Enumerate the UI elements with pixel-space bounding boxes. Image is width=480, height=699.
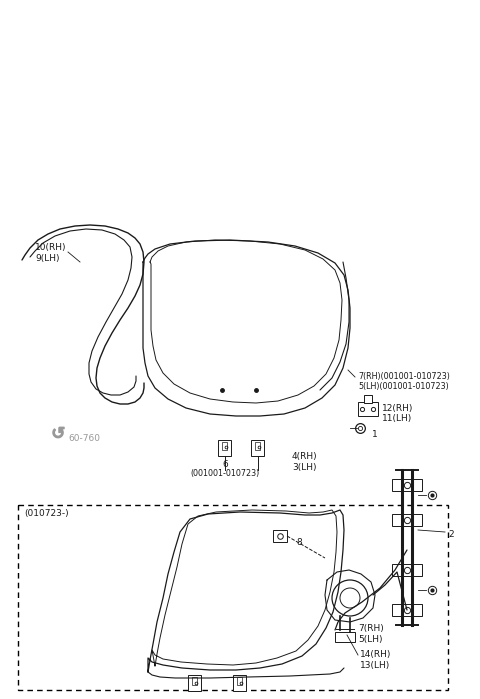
- Text: 4(RH): 4(RH): [292, 452, 318, 461]
- Text: 7(RH)(001001-010723): 7(RH)(001001-010723): [358, 372, 450, 381]
- Text: 3(LH): 3(LH): [292, 463, 316, 472]
- Text: 10(RH): 10(RH): [35, 243, 67, 252]
- Text: 7(RH): 7(RH): [358, 624, 384, 633]
- Text: 9(LH): 9(LH): [35, 254, 60, 263]
- Bar: [192, 677, 197, 685]
- Text: (010723-): (010723-): [24, 509, 69, 518]
- Text: 11(LH): 11(LH): [382, 414, 412, 423]
- Text: 14(RH): 14(RH): [360, 650, 391, 659]
- Bar: [218, 440, 231, 456]
- Text: 5(LH)(001001-010723): 5(LH)(001001-010723): [358, 382, 449, 391]
- Text: 1: 1: [372, 430, 378, 439]
- Bar: [18, 505, 448, 690]
- Bar: [233, 675, 246, 691]
- Text: 2: 2: [448, 530, 454, 539]
- Text: 5(LH): 5(LH): [358, 635, 383, 644]
- Text: (001001-010723): (001001-010723): [191, 469, 260, 478]
- Text: 60-760: 60-760: [68, 434, 100, 443]
- Bar: [335, 632, 355, 642]
- Bar: [392, 479, 422, 491]
- Bar: [392, 564, 422, 576]
- Bar: [188, 675, 201, 691]
- Bar: [392, 514, 422, 526]
- Bar: [364, 395, 372, 403]
- Text: 12(RH): 12(RH): [382, 404, 413, 413]
- Bar: [255, 442, 260, 450]
- Text: 8: 8: [296, 538, 302, 547]
- Bar: [222, 442, 227, 450]
- Text: 13(LH): 13(LH): [360, 661, 390, 670]
- Bar: [392, 604, 422, 616]
- Text: 6: 6: [222, 460, 228, 469]
- Bar: [237, 677, 242, 685]
- Bar: [273, 530, 287, 542]
- Bar: [358, 402, 378, 416]
- Bar: [251, 440, 264, 456]
